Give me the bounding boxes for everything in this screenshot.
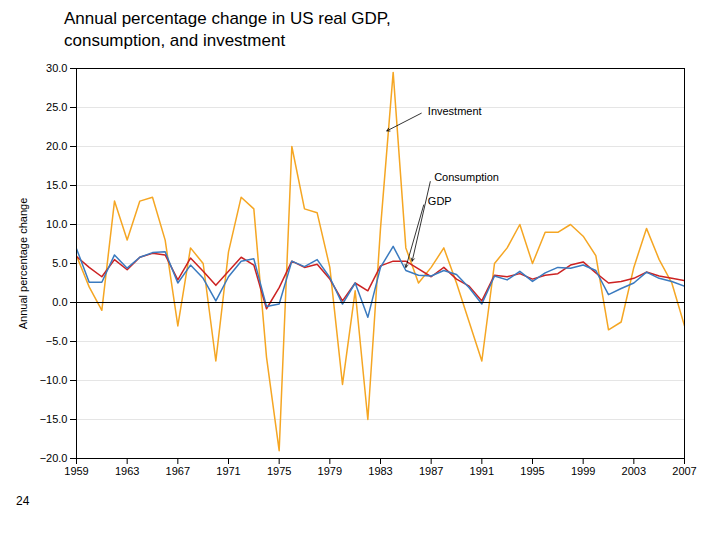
svg-text:−20.0: −20.0 <box>40 452 68 464</box>
svg-text:30.0: 30.0 <box>46 62 67 74</box>
svg-text:1959: 1959 <box>64 465 88 477</box>
svg-text:Consumption: Consumption <box>434 171 499 183</box>
svg-text:1971: 1971 <box>216 465 240 477</box>
html-text:consumption, and investment: consumption, and investment <box>64 31 286 50</box>
svg-text:1983: 1983 <box>368 465 392 477</box>
html-text:24: 24 <box>16 494 30 508</box>
svg-text:1995: 1995 <box>520 465 544 477</box>
svg-text:−5.0: −5.0 <box>46 335 68 347</box>
svg-text:−10.0: −10.0 <box>40 374 68 386</box>
html-text:Annual percentage change in US: Annual percentage change in US real GDP, <box>64 9 391 28</box>
svg-text:1991: 1991 <box>470 465 494 477</box>
svg-text:1979: 1979 <box>318 465 342 477</box>
svg-text:Investment: Investment <box>428 105 482 117</box>
svg-text:2003: 2003 <box>622 465 646 477</box>
svg-text:20.0: 20.0 <box>46 140 67 152</box>
svg-text:−15.0: −15.0 <box>40 413 68 425</box>
svg-text:1967: 1967 <box>166 465 190 477</box>
svg-text:25.0: 25.0 <box>46 101 67 113</box>
svg-text:Annual percentage change: Annual percentage change <box>17 198 29 330</box>
svg-text:10.0: 10.0 <box>46 218 67 230</box>
svg-text:0.0: 0.0 <box>52 296 67 308</box>
svg-text:GDP: GDP <box>428 195 452 207</box>
svg-text:1999: 1999 <box>571 465 595 477</box>
svg-text:1963: 1963 <box>115 465 139 477</box>
svg-text:1975: 1975 <box>267 465 291 477</box>
svg-text:2007: 2007 <box>672 465 696 477</box>
svg-text:1987: 1987 <box>419 465 443 477</box>
svg-text:5.0: 5.0 <box>52 257 67 269</box>
svg-text:15.0: 15.0 <box>46 179 67 191</box>
